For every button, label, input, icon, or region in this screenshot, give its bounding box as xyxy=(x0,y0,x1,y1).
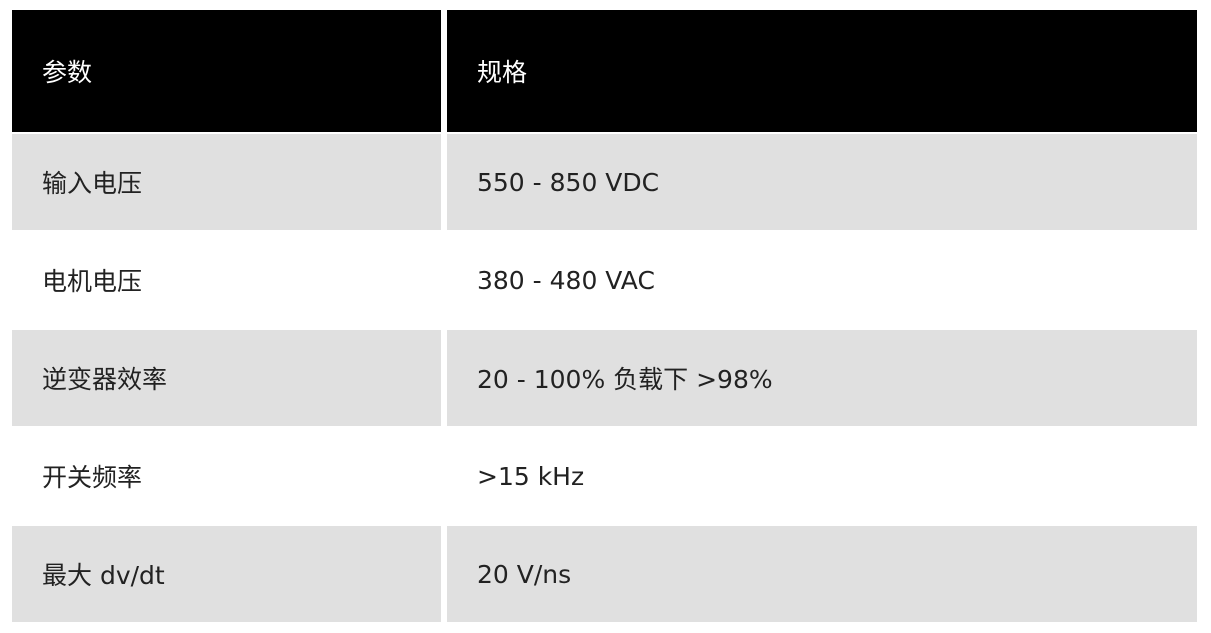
header-parameter: 参数 xyxy=(12,10,441,132)
table-header-row: 参数 规格 xyxy=(12,10,1197,132)
table-row: 输入电压 550 - 850 VDC xyxy=(12,134,1197,230)
spec-table: 参数 规格 输入电压 550 - 850 VDC 电机电压 380 - 480 … xyxy=(12,10,1197,624)
parameter-cell: 最大 dv/dt xyxy=(12,526,441,622)
specification-cell: 20 V/ns xyxy=(447,526,1197,622)
header-specification: 规格 xyxy=(447,10,1197,132)
specification-cell: 380 - 480 VAC xyxy=(447,232,1197,328)
specification-cell: 550 - 850 VDC xyxy=(447,134,1197,230)
specification-cell: 20 - 100% 负载下 >98% xyxy=(447,330,1197,426)
table-row: 逆变器效率 20 - 100% 负载下 >98% xyxy=(12,330,1197,426)
parameter-cell: 逆变器效率 xyxy=(12,330,441,426)
parameter-cell: 输入电压 xyxy=(12,134,441,230)
parameter-cell: 开关频率 xyxy=(12,428,441,524)
table-row: 开关频率 >15 kHz xyxy=(12,428,1197,524)
table-row: 最大 dv/dt 20 V/ns xyxy=(12,526,1197,622)
parameter-cell: 电机电压 xyxy=(12,232,441,328)
specification-cell: >15 kHz xyxy=(447,428,1197,524)
table-row: 电机电压 380 - 480 VAC xyxy=(12,232,1197,328)
